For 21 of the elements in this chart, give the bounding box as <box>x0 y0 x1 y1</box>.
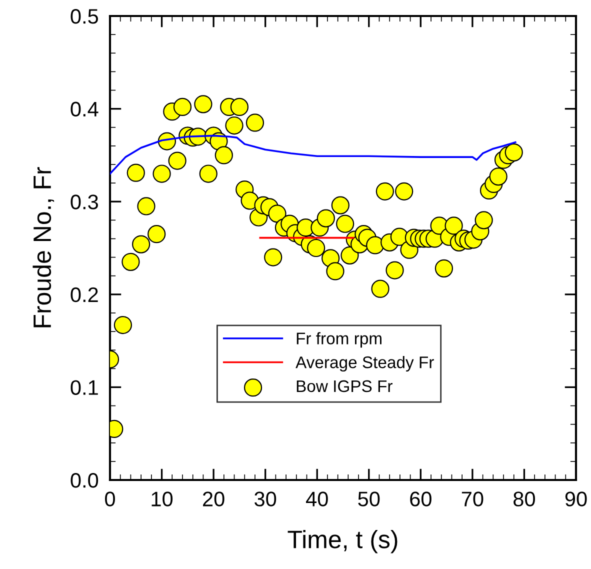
y-tick-label: 0.1 <box>70 380 98 395</box>
x-tick-label: 90 <box>565 492 587 506</box>
x-tick-label: 30 <box>254 492 276 506</box>
x-tick-label: 50 <box>358 492 380 506</box>
x-tick-label: 40 <box>306 492 328 506</box>
y-tick-label: 0.3 <box>70 194 98 210</box>
legend-label: Average Steady Fr <box>296 356 434 372</box>
x-tick-label: 0 <box>105 492 115 506</box>
y-tick-label: 0.4 <box>70 102 98 117</box>
legend-label: Bow IGPS Fr <box>296 380 392 392</box>
y-tick-label: 0.0 <box>70 473 98 488</box>
x-tick-label: 60 <box>410 492 432 506</box>
y-tick-label: 0.2 <box>70 287 98 302</box>
legend-label: Fr from rpm <box>296 332 382 348</box>
x-tick-label: 20 <box>203 492 224 506</box>
x-tick-label: 10 <box>152 492 173 506</box>
x-tick-label: 80 <box>514 492 535 506</box>
x-tick-label: 70 <box>462 492 484 506</box>
y-axis-title: Froude No., Fr <box>32 167 54 328</box>
y-tick-label: 0.5 <box>70 9 98 24</box>
x-axis-title: Time, t (s) <box>288 530 398 554</box>
